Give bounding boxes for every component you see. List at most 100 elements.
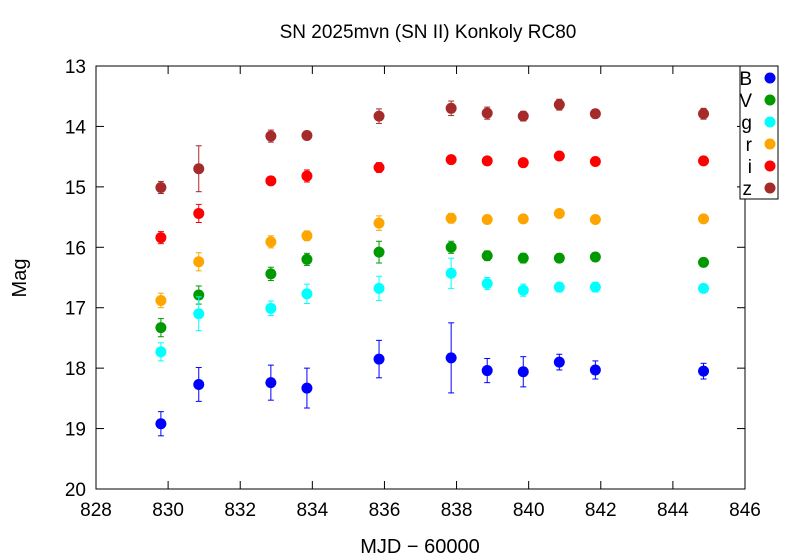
data-point [698, 108, 710, 120]
x-tick-label: 830 [152, 500, 184, 521]
data-point [301, 288, 313, 300]
x-tick-label: 828 [80, 500, 112, 521]
data-point [193, 207, 205, 219]
x-axis-label: MJD − 60000 [360, 536, 480, 558]
data-point [589, 364, 601, 376]
series-B [155, 322, 710, 437]
series-i [155, 150, 710, 245]
series-r [155, 207, 710, 309]
data-point [301, 382, 313, 394]
data-point [265, 377, 277, 389]
data-point [373, 162, 385, 174]
data-point [553, 207, 565, 219]
x-tick-label: 838 [441, 500, 473, 521]
data-point [373, 282, 385, 294]
y-tick-label: 20 [65, 480, 86, 501]
data-point [553, 356, 565, 368]
data-point [481, 107, 493, 119]
data-point [553, 252, 565, 264]
data-point [155, 346, 167, 358]
data-point [698, 155, 710, 167]
data-point [445, 154, 457, 166]
plot-area: 828 830 832 834 836 838 840 842 844 846 13 14 15 16 17… [65, 57, 761, 521]
data-point [155, 181, 167, 193]
data-point [481, 213, 493, 225]
y-tick-label: 13 [65, 57, 86, 78]
data-point [589, 251, 601, 263]
legend-label-B: B [739, 69, 752, 90]
series-V [155, 240, 710, 338]
data-point [193, 256, 205, 268]
data-point [155, 232, 167, 244]
data-point [155, 294, 167, 306]
legend-marker-g [764, 116, 776, 128]
data-point [193, 378, 205, 390]
y-tick-label: 17 [65, 299, 86, 320]
axis-ticks: 828 830 832 834 836 838 840 842 844 846 13 14 15 16 17… [65, 57, 761, 521]
legend-marker-V [764, 94, 776, 106]
y-axis-label: Mag [9, 259, 31, 298]
x-tick-label: 836 [369, 500, 401, 521]
data-point [698, 282, 710, 294]
x-tick-label: 842 [585, 500, 617, 521]
legend-label-r: r [746, 135, 753, 156]
legend-marker-i [764, 160, 776, 172]
data-point [517, 213, 529, 225]
data-point [589, 108, 601, 120]
data-point [481, 278, 493, 290]
data-point [589, 155, 601, 167]
x-tick-label: 834 [296, 500, 328, 521]
data-point [553, 99, 565, 111]
data-point [373, 353, 385, 365]
data-point [373, 110, 385, 122]
data-point [301, 253, 313, 265]
data-point [589, 213, 601, 225]
y-tick-label: 15 [65, 178, 86, 199]
data-point [445, 241, 457, 253]
data-point [301, 129, 313, 141]
x-tick-label: 844 [657, 500, 689, 521]
chart-title: SN 2025mvn (SN II) Konkoly RC80 [280, 22, 577, 43]
data-point [193, 163, 205, 175]
data-point [517, 284, 529, 296]
data-point [373, 246, 385, 258]
data-point [265, 268, 277, 280]
data-point [481, 365, 493, 377]
x-tick-label: 846 [729, 500, 761, 521]
data-point [155, 418, 167, 430]
legend-marker-z [764, 182, 776, 194]
legend-marker-B [764, 72, 776, 84]
legend-label-g: g [741, 113, 752, 134]
data-point [445, 212, 457, 224]
x-tick-label: 840 [513, 500, 545, 521]
x-tick-label: 832 [224, 500, 256, 521]
data-point [517, 252, 529, 264]
legend-marker-r [764, 138, 776, 150]
data-point [698, 256, 710, 268]
data-point [301, 170, 313, 182]
data-point [265, 175, 277, 187]
data-point [517, 157, 529, 169]
data-point [373, 217, 385, 229]
data-points [155, 98, 710, 437]
data-point [481, 250, 493, 262]
data-point [445, 352, 457, 364]
data-point [481, 155, 493, 167]
plot-frame [95, 65, 746, 490]
data-point [553, 281, 565, 293]
series-g [155, 257, 710, 362]
data-point [445, 102, 457, 114]
y-tick-label: 14 [65, 117, 87, 138]
series-z [155, 98, 710, 195]
data-point [698, 213, 710, 225]
data-point [155, 322, 167, 334]
data-point [698, 365, 710, 377]
data-point [517, 110, 529, 122]
data-point [193, 289, 205, 301]
data-point [265, 236, 277, 248]
data-point [193, 308, 205, 320]
data-point [265, 302, 277, 314]
y-tick-label: 18 [65, 359, 86, 380]
legend-label-z: z [743, 179, 753, 200]
